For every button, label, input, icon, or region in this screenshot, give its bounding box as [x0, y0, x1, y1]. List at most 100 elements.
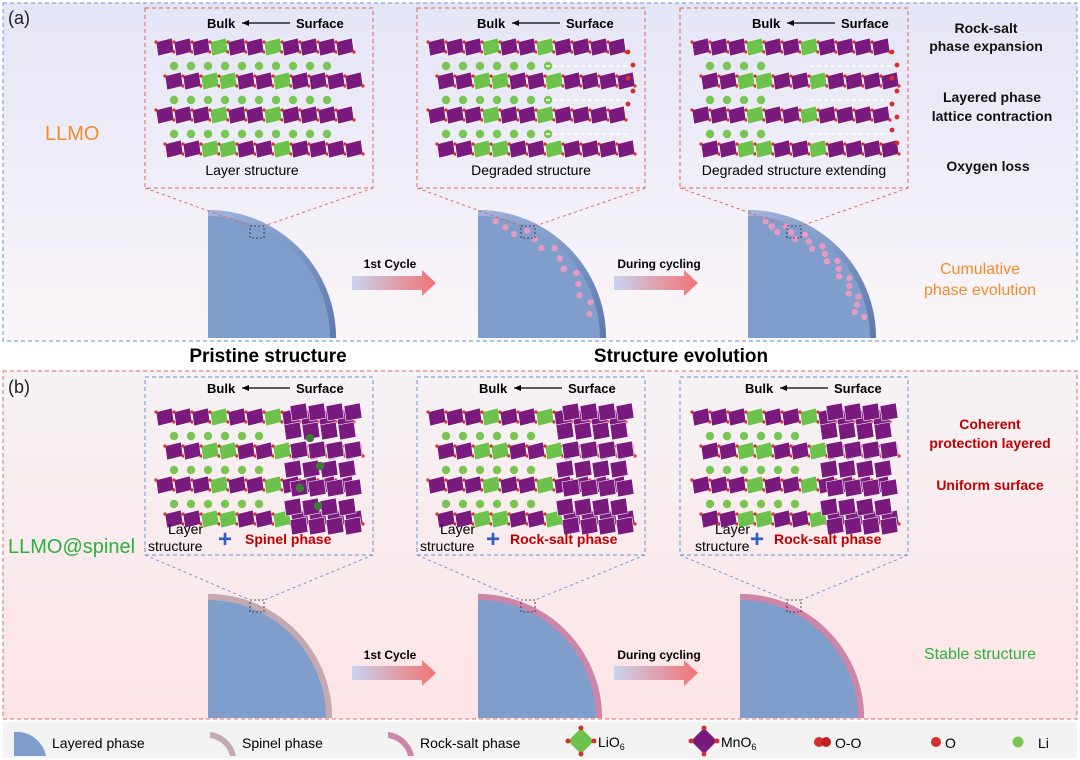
- o-atom: [771, 512, 775, 516]
- mno6-octahedron: [597, 440, 617, 460]
- o-atom: [444, 118, 448, 122]
- mno6-octahedron: [879, 440, 899, 460]
- o-atom: [780, 420, 784, 424]
- legend-spinel: Spinel phase: [210, 732, 323, 756]
- o-atom: [480, 478, 484, 482]
- legend-li: Li: [1012, 735, 1049, 751]
- o-atom: [262, 50, 266, 54]
- o-vertex: [591, 738, 597, 744]
- o-atom: [717, 142, 721, 146]
- inset-frame: [144, 7, 374, 189]
- o-atom: [579, 74, 583, 78]
- o-atom: [226, 410, 230, 414]
- o-atom: [208, 488, 212, 492]
- o-atom: [507, 522, 511, 526]
- inset-a3-labels: Bulk Surface Degraded structure extendin…: [702, 16, 889, 178]
- o-atom: [289, 84, 293, 88]
- o-atom: [262, 40, 266, 44]
- o-atom: [316, 40, 320, 44]
- o-atom: [525, 512, 529, 516]
- o-atom: [726, 488, 730, 492]
- o-atom: [244, 108, 248, 112]
- rocksalt-spot: [511, 230, 518, 238]
- o-atom: [534, 478, 538, 482]
- o-atom: [879, 142, 883, 146]
- li-atom: [186, 61, 196, 71]
- o-atom: [771, 74, 775, 78]
- o-atom: [280, 50, 284, 54]
- o-atom: [708, 108, 712, 112]
- o-atom: [361, 454, 365, 458]
- li-atom: [441, 95, 451, 105]
- o-atom: [181, 512, 185, 516]
- o-atom: [253, 522, 257, 526]
- mno6-octahedron: [301, 497, 321, 517]
- o-atom: [217, 152, 221, 156]
- li-atom: [322, 61, 332, 71]
- li-atom: [271, 95, 281, 105]
- rocksalt-spot: [792, 235, 799, 242]
- li-atom: [441, 129, 451, 139]
- mno6-octahedron: [861, 402, 881, 422]
- bulk-label: Bulk: [207, 16, 236, 31]
- li-atom: [475, 431, 485, 441]
- rocksalt-spot: [787, 229, 795, 236]
- rocksalt-phase-icon: [388, 732, 414, 756]
- zoom-region-box: [520, 599, 536, 613]
- o-atom: [190, 478, 194, 482]
- o-atom: [615, 152, 619, 156]
- o-atom: [217, 74, 221, 78]
- o-atom: [771, 444, 775, 448]
- o-atom: [744, 488, 748, 492]
- o-atom: [843, 152, 847, 156]
- li-atom: [220, 431, 230, 441]
- o-atom: [172, 118, 176, 122]
- o-atom: [753, 512, 757, 516]
- o-atom: [534, 118, 538, 122]
- li-atom: [169, 61, 179, 71]
- o-atom: [244, 410, 248, 414]
- mno6-octahedron: [325, 516, 345, 536]
- layer-label-line2: structure: [420, 538, 475, 554]
- o-atom: [199, 512, 203, 516]
- o-atom: [552, 410, 556, 414]
- bulk-label: Bulk: [745, 381, 774, 396]
- o-atom: [897, 454, 901, 458]
- li-atom: [220, 61, 230, 71]
- li-atom: [475, 129, 485, 139]
- li-atom: [237, 61, 247, 71]
- o-atom: [807, 444, 811, 448]
- o-atom: [708, 488, 712, 492]
- o-atom: [561, 84, 565, 88]
- li-atom: [509, 129, 519, 139]
- o-atom: [334, 108, 338, 112]
- o-atom: [789, 152, 793, 156]
- o-atom: [352, 118, 356, 122]
- mno6-octahedron: [325, 440, 345, 460]
- o-atom: [717, 152, 721, 156]
- layer-label-line2: structure: [148, 538, 203, 554]
- o-atom: [244, 420, 248, 424]
- mno6-octahedron: [289, 516, 309, 536]
- o-atom: [834, 108, 838, 112]
- li-atom: [509, 61, 519, 71]
- legend-label: Layered phase: [52, 735, 145, 751]
- o-atom: [262, 420, 266, 424]
- o-atom: [798, 40, 802, 44]
- li-atom: [739, 129, 749, 139]
- o-atom: [190, 40, 194, 44]
- o-atom: [280, 40, 284, 44]
- o-atom: [498, 118, 502, 122]
- o-atom: [217, 142, 221, 146]
- o-atom: [870, 50, 874, 54]
- o-atom: [606, 118, 610, 122]
- o-atom: [726, 108, 730, 112]
- o-atom: [453, 84, 457, 88]
- legend-label: O: [945, 735, 956, 751]
- released-oxygen: [894, 62, 900, 68]
- arrow-label: 1st Cycle: [364, 257, 417, 271]
- o-atom: [334, 40, 338, 44]
- li-atom: [773, 431, 783, 441]
- o-atom: [735, 152, 739, 156]
- o-atom: [163, 142, 167, 146]
